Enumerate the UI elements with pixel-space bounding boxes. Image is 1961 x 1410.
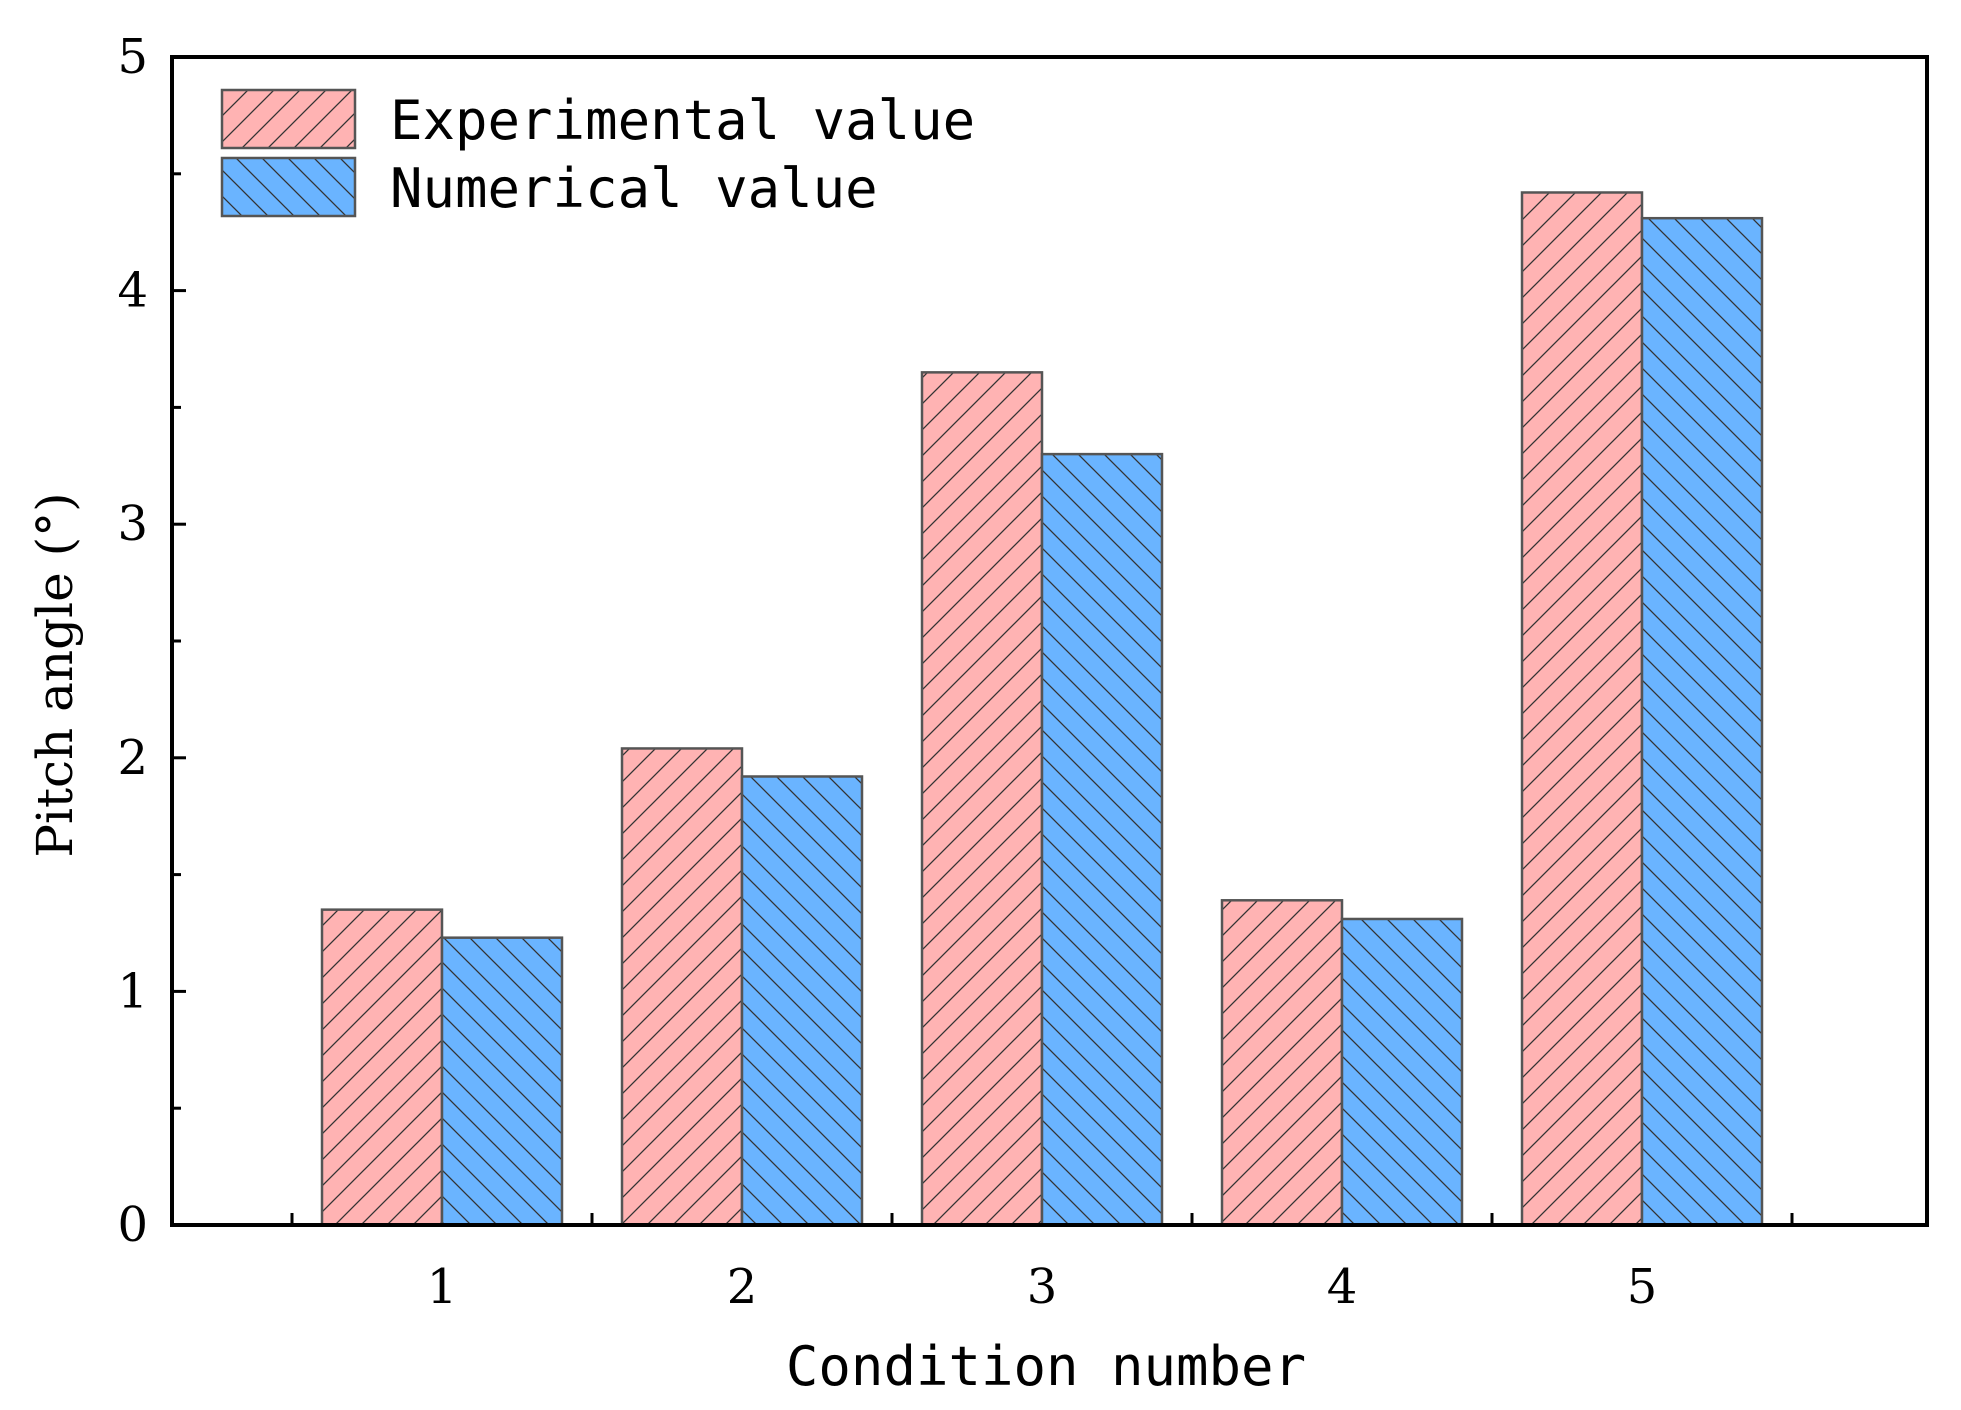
legend-label-experimental: Experimental value [390, 89, 975, 152]
x-tick-label: 1 [427, 1259, 458, 1315]
legend-label-numerical: Numerical value [390, 157, 878, 220]
bar-numerical-5 [1640, 216, 1764, 1227]
bar-numerical-4 [1340, 917, 1464, 1227]
x-tick-label: 4 [1327, 1259, 1358, 1315]
legend-swatch-experimental [220, 88, 357, 150]
x-tick-label: 2 [727, 1259, 758, 1315]
legend-swatch-numerical [220, 156, 357, 218]
bar-numerical-2 [740, 775, 864, 1227]
legend: Experimental value Numerical value [220, 88, 975, 220]
y-tick-label: 0 [117, 1197, 148, 1253]
bar-experimental-1 [320, 908, 444, 1227]
bar-experimental-5 [1520, 191, 1644, 1227]
plot-frame [170, 55, 1929, 1227]
x-tick-label: 5 [1627, 1259, 1658, 1315]
bar-experimental-4 [1220, 899, 1344, 1227]
bar-experimental-2 [620, 747, 744, 1227]
bars [320, 191, 1764, 1227]
bar-numerical-3 [1040, 452, 1164, 1227]
x-tick-label: 3 [1027, 1259, 1058, 1315]
y-tick-label: 3 [117, 496, 148, 552]
bar-experimental-3 [920, 371, 1044, 1227]
bar-numerical-1 [440, 936, 564, 1227]
y-tick-label: 4 [117, 263, 148, 319]
x-axis-title: Condition number [786, 1335, 1306, 1398]
y-axis-title: Pitch angle (°) [26, 492, 84, 857]
axis-ticks: 1 2 3 4 5 0 1 2 3 4 5 [117, 29, 1794, 1315]
y-tick-label: 2 [117, 730, 148, 786]
y-tick-label: 5 [117, 29, 148, 85]
y-tick-label: 1 [117, 963, 148, 1019]
